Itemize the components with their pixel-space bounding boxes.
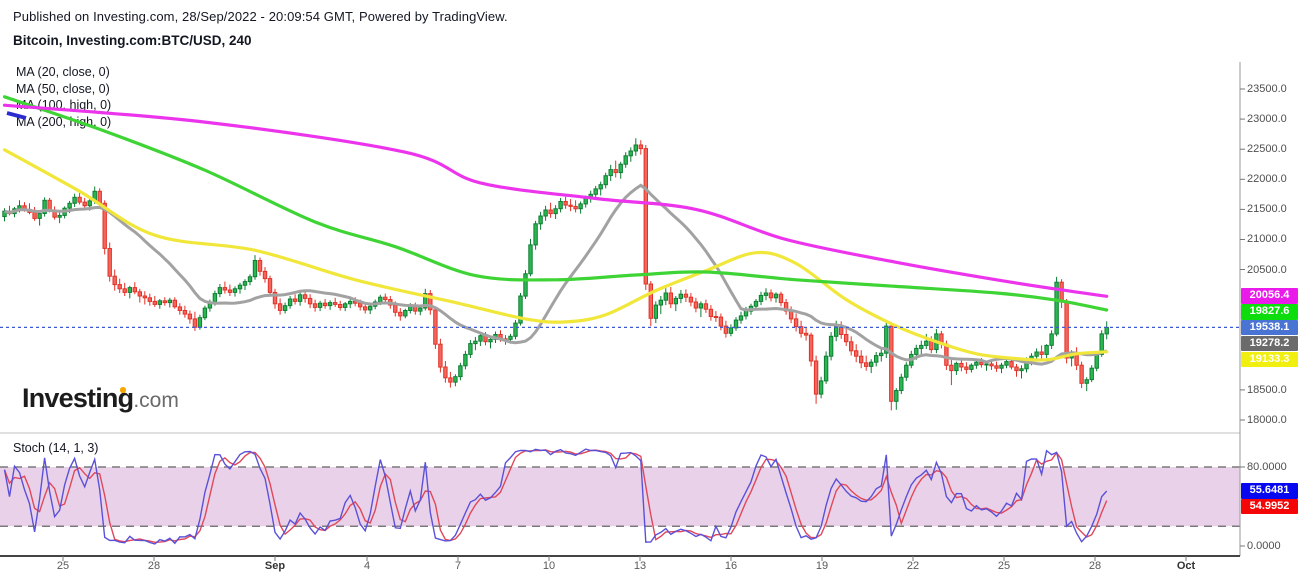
legend-item-ma-20: MA (20, close, 0) [16,65,110,79]
price-axis-label: 21000.0 [1247,233,1287,246]
price-axis-label: 22500.0 [1247,143,1287,156]
date-label: Sep [264,560,286,572]
stoch-axis-label: 0.0000 [1247,540,1281,552]
date-label: 10 [542,560,556,572]
price-axis-label: 18500.0 [1247,383,1287,396]
price-axis-label: 22000.0 [1247,173,1287,186]
date-label: 4 [363,560,371,572]
date-label: 19 [815,560,829,572]
price-axis-label: 18000.0 [1247,414,1287,426]
price-badge: 19133.3 [1241,351,1298,367]
chart-title: Bitcoin, Investing.com:BTC/USD, 240 [13,33,252,48]
price-axis-label: 20500.0 [1247,263,1287,276]
date-label: 28 [147,560,161,572]
logo-orange-dot-icon [120,387,126,393]
date-label: 28 [1088,560,1102,572]
date-label: 22 [906,560,920,572]
stoch-label: Stoch (14, 1, 3) [13,441,99,455]
candles-layer [2,138,1109,411]
stoch-axis-label: 80.0000 [1247,461,1287,473]
date-label: 25 [997,560,1011,572]
date-label: 16 [724,560,738,572]
stoch-band [0,467,1240,527]
blue-line-fragment [6,111,27,120]
legend-item-ma-50: MA (50, close, 0) [16,81,110,96]
logo-tld: .com [133,389,179,412]
ma200-line [2,103,1109,298]
published-line: Published on Investing.com, 28/Sep/2022 … [13,9,508,24]
price-badge: 19538.1 [1241,319,1298,336]
price-axis-label: 23000.0 [1247,113,1287,126]
date-label: Oct [1176,560,1196,572]
price-axis-label: 21500.0 [1247,203,1287,216]
date-label: 25 [56,560,70,572]
logo-wordmark: Investing [22,383,134,413]
ma50-line [2,148,1109,362]
ma20-line [4,183,1108,366]
stoch-badge: 55.6481 [1241,483,1298,499]
price-badge: 19827.6 [1241,304,1298,320]
ma100-line [2,95,1109,312]
stoch-badge: 54.9952 [1241,498,1298,515]
stoch-k-line [3,448,1108,545]
investing-logo: Investing.com [22,383,179,415]
price-badge: 19278.2 [1241,335,1298,352]
price-badge: 20056.4 [1241,288,1298,304]
date-label: 7 [454,560,462,572]
date-label: 13 [633,560,647,572]
price-axis-label: 23500.0 [1247,83,1287,95]
